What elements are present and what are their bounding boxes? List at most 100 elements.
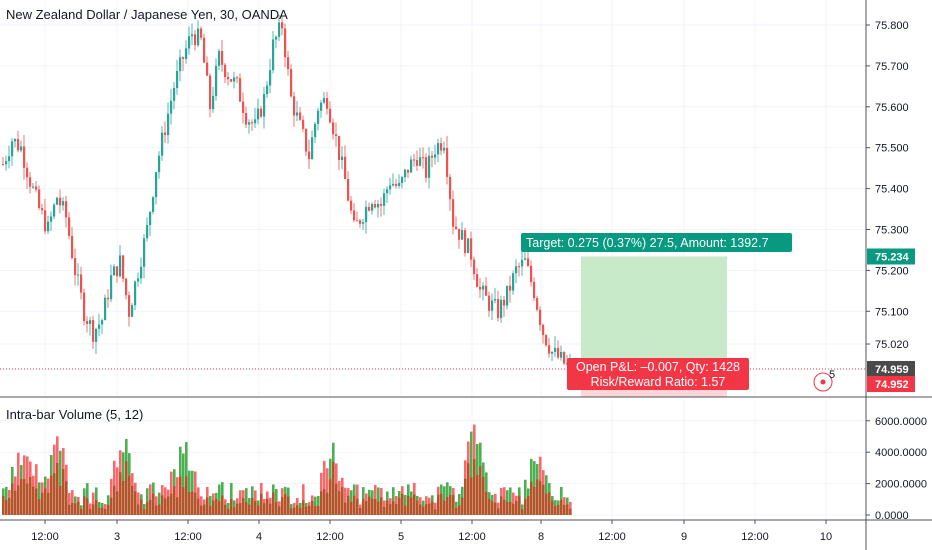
price-tick-label: 75.400 [875, 184, 909, 196]
intra-volume-bar [488, 498, 491, 515]
intra-volume-bar [149, 499, 152, 515]
pnl-box [567, 358, 749, 390]
candle-body [302, 119, 305, 129]
candle-body [233, 77, 236, 82]
candle-body [215, 65, 218, 96]
candle-body [536, 298, 539, 310]
candle-body [158, 155, 161, 173]
intra-volume-bar [74, 503, 77, 515]
intra-volume-bar [347, 495, 350, 515]
intra-volume-bar [440, 494, 443, 515]
candle-body [395, 183, 398, 186]
candle-body [56, 197, 59, 205]
candle-body [353, 210, 356, 221]
intra-volume-bar [410, 497, 413, 515]
intra-volume-bar [314, 506, 317, 515]
candle-body [17, 139, 20, 151]
candle-body [194, 34, 197, 46]
intra-volume-bar [392, 501, 395, 515]
volume-bar [326, 468, 329, 515]
intra-volume-bar [5, 500, 8, 515]
candle-body [446, 147, 449, 177]
intra-volume-bar [506, 501, 509, 515]
candle-body [320, 102, 323, 111]
intra-volume-bar [263, 503, 266, 515]
volume-series [2, 424, 572, 515]
intra-volume-bar [155, 505, 158, 515]
candle-body [350, 200, 353, 211]
candle-body [32, 186, 35, 188]
candle-body [458, 228, 461, 240]
intra-volume-bar [218, 501, 221, 515]
volume-bar [92, 492, 95, 515]
intra-volume-bar [20, 479, 23, 515]
intra-volume-bar [140, 499, 143, 515]
candle-body [248, 122, 251, 125]
candle-body [401, 177, 404, 183]
intra-volume-bar [170, 493, 173, 515]
intra-volume-bar [203, 504, 206, 515]
intra-volume-bar [419, 504, 422, 515]
candle-body [290, 69, 293, 97]
pnl-label: Open P&L: –0.007, Qty: 1428 [576, 360, 740, 374]
candle-body [173, 88, 176, 101]
candle-body [434, 154, 437, 158]
intra-volume-bar [566, 504, 569, 515]
candle-body [473, 259, 476, 275]
intra-volume-bar [173, 486, 176, 515]
candle-body [242, 101, 245, 114]
intra-volume-bar [221, 495, 224, 515]
intra-volume-bar [212, 500, 215, 515]
candle-body [521, 259, 524, 267]
target-price-badge [867, 248, 915, 265]
candle-body [263, 94, 266, 117]
intra-volume-bar [569, 508, 572, 515]
intra-volume-bar [224, 504, 227, 515]
candle-body [491, 300, 494, 311]
intra-volume-bar [251, 497, 254, 515]
candle-body [386, 189, 389, 194]
candle-body [461, 230, 464, 240]
intra-volume-bar [56, 463, 59, 515]
candle-body [374, 204, 377, 208]
candle-body [95, 328, 98, 342]
intra-volume-bar [554, 506, 557, 515]
intra-volume-bar [125, 461, 128, 515]
intra-volume-bar [299, 507, 302, 515]
volume-bar [512, 492, 515, 515]
intra-volume-bar [452, 494, 455, 515]
intra-volume-bar [368, 496, 371, 515]
candle-body [107, 297, 110, 300]
position-overlays[interactable]: 75.234 74.959 74.952 Target: 0.275 (0.37%) … [0, 233, 915, 392]
intra-volume-bar [428, 503, 431, 515]
intra-volume-bar [137, 504, 140, 515]
volume-bar [227, 502, 230, 515]
candle-body [518, 266, 521, 268]
candle-body [323, 98, 326, 103]
candle-body [38, 189, 41, 209]
volume-bar [239, 490, 242, 515]
intra-volume-bar [62, 469, 65, 515]
candle-body [29, 177, 32, 187]
candle-body [152, 197, 155, 212]
intra-volume-bar [311, 501, 314, 515]
time-tick-label: 12:00 [316, 531, 344, 543]
intra-volume-bar [341, 487, 344, 515]
intra-volume-bar [413, 494, 416, 515]
candle-body [467, 238, 470, 253]
candle-body [377, 204, 380, 208]
candle-body [314, 123, 317, 138]
candle-body [533, 281, 536, 299]
price-tick-label: 75.100 [875, 306, 909, 318]
candle-body [65, 201, 68, 218]
candle-body [416, 160, 419, 166]
candle-body [344, 156, 347, 179]
candle-body [494, 298, 497, 301]
intra-volume-bar [464, 478, 467, 515]
intra-volume-bar [254, 500, 257, 515]
volume-bar [524, 479, 527, 515]
candle-body [557, 347, 560, 358]
intra-volume-bar [305, 506, 308, 515]
volume-bar [245, 488, 248, 515]
